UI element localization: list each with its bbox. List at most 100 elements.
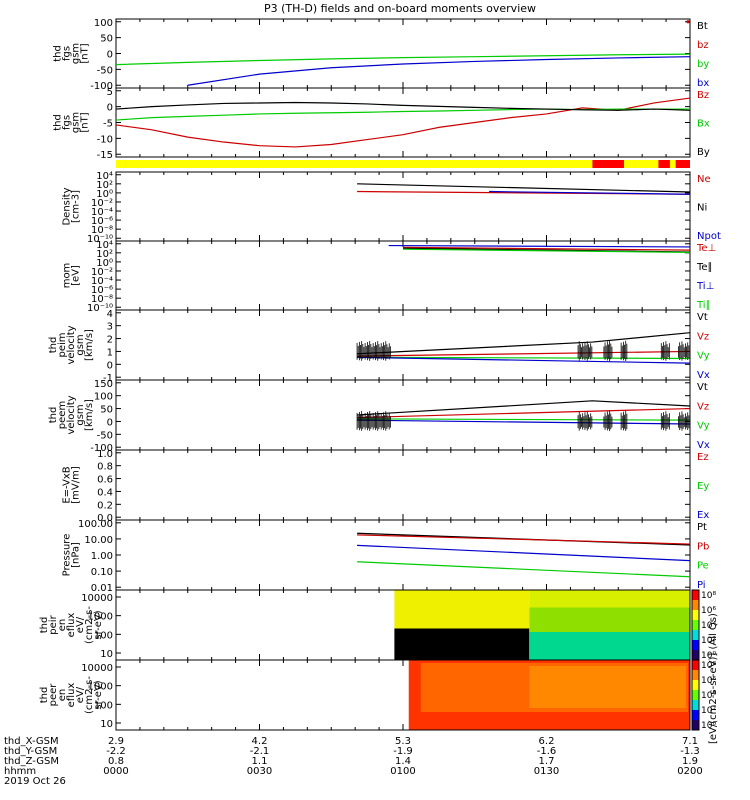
y-axis-label-line: eflux bbox=[66, 683, 77, 708]
colorbar-segment bbox=[692, 660, 699, 671]
series-line-bx bbox=[187, 56, 691, 86]
y-tick-label: 10⁻⁶ bbox=[91, 285, 113, 296]
y-axis-label: E=-VxB[mV/m] bbox=[62, 466, 82, 504]
spectrogram-band bbox=[529, 632, 690, 660]
y-axis-label: thdpeemvelocitygsm[km/s] bbox=[48, 395, 95, 434]
ephemeris-value: 6.2 bbox=[539, 736, 555, 747]
y-tick-label: 4 bbox=[107, 309, 113, 320]
y-tick-label: 10⁻¹⁰ bbox=[87, 303, 113, 314]
y-tick-label: 1 bbox=[107, 347, 113, 358]
ephemeris-value: -1.9 bbox=[393, 746, 413, 757]
y-tick-label: 10² bbox=[96, 180, 113, 191]
y-tick-label: 10⁰ bbox=[96, 189, 113, 200]
y-tick-label: -50 bbox=[97, 430, 113, 441]
legend-Pt: Pt bbox=[697, 522, 707, 533]
y-axis-label-line: sr-eV) bbox=[93, 680, 104, 709]
y-tick-label: 0.8 bbox=[97, 462, 113, 473]
y-tick-label: 50 bbox=[100, 34, 113, 45]
colorbar-tick-label: 10⁸ bbox=[701, 661, 716, 671]
y-axis-label-line: thd bbox=[39, 617, 50, 634]
quality-flag-bad bbox=[592, 160, 624, 168]
colorbar-segment bbox=[692, 630, 699, 641]
y-axis-label-line: eflux bbox=[66, 613, 77, 638]
y-axis-label-line: [km/s] bbox=[84, 399, 95, 431]
colorbar-tick-label: 10² bbox=[701, 706, 716, 716]
y-axis-label-line: gsm bbox=[71, 43, 82, 64]
y-tick-label: 0.0 bbox=[97, 513, 113, 524]
y-tick-label: 10⁻² bbox=[91, 267, 113, 278]
colorbar-segment bbox=[692, 690, 699, 701]
ephemeris-row-label: thd_X-GSM bbox=[4, 736, 59, 747]
y-axis-label: mom[eV] bbox=[62, 263, 82, 289]
y-axis-label-line: [nT] bbox=[80, 43, 91, 63]
y-axis-label: thdpeimvelocitygsm[km/s] bbox=[48, 325, 95, 364]
colorbar-tick-label: 10⁰ bbox=[701, 651, 716, 661]
y-axis-label-line: velocity bbox=[66, 325, 77, 364]
ephemeris-value: 0130 bbox=[534, 766, 559, 777]
colorbar-tick-label: 10⁴ bbox=[701, 691, 716, 701]
series-line-Vx bbox=[357, 356, 691, 364]
series-line-Pb bbox=[357, 534, 691, 545]
legend-Vz: Vz bbox=[697, 331, 709, 342]
series-line-Bx bbox=[115, 108, 690, 121]
colorbar-segment bbox=[692, 640, 699, 651]
y-tick-label: 100 bbox=[94, 700, 113, 711]
y-axis-label: thdpeirenefluxeV/(cm2-s-sr-eV) bbox=[39, 606, 104, 644]
y-tick-label: 10⁻² bbox=[91, 198, 113, 209]
y-axis-label-line: en bbox=[57, 689, 68, 702]
spectrogram-band bbox=[529, 590, 690, 608]
y-tick-label: 100 bbox=[94, 630, 113, 641]
legend-Ni: Ni bbox=[697, 203, 707, 214]
y-axis-label-line: peim bbox=[57, 332, 68, 357]
series-line-Vt bbox=[357, 400, 691, 416]
y-tick-label: 3 bbox=[107, 322, 113, 333]
y-axis-label-line: velocity bbox=[66, 395, 77, 434]
panel-frame bbox=[115, 18, 691, 89]
series-line-Vt bbox=[357, 332, 691, 355]
y-tick-label: -15 bbox=[97, 150, 113, 161]
legend-Vx: Vx bbox=[697, 440, 710, 451]
legend-Vx: Vx bbox=[697, 370, 710, 381]
y-tick-label: 50 bbox=[100, 405, 113, 416]
y-tick-label: -5 bbox=[103, 119, 113, 130]
y-tick-label: -1 bbox=[103, 373, 113, 384]
panel-peim_velocity: 4 3 21 0 -1 thdpeimvelocitygsm[km/s] Vt Vz Vy Vx bbox=[48, 309, 710, 384]
series-line-Npot bbox=[489, 190, 691, 195]
y-axis-label-line: sr-eV) bbox=[93, 610, 104, 639]
y-axis-label: thdfgsgsm[nT] bbox=[53, 112, 91, 133]
y-tick-label: 10 bbox=[100, 719, 113, 730]
colorbar-segment bbox=[692, 680, 699, 691]
y-tick-label: 10⁻⁴ bbox=[91, 276, 113, 287]
y-tick-label: 0 bbox=[107, 50, 113, 61]
panel-fgs_gsm: 100 50 0 -50 -100 thdfgsgsm[nT] Bt bz by bx bbox=[53, 18, 710, 92]
panel-fgs_gsm_zoom: 5 0 -5 -10 -15 thdfgsgsm[nT] Bz Bx By bbox=[53, 87, 710, 161]
panel-efield: 1.0 0.8 0.60.4 0.2 0.0 E=-VxB[mV/m] Ez Ey Ex bbox=[62, 449, 710, 524]
legend-Ez: Ez bbox=[697, 452, 709, 463]
y-axis-label-line: fgs bbox=[62, 115, 73, 130]
legend-Vt: Vt bbox=[697, 312, 708, 323]
panel-peir_spectrogram: 10000 1000 100 10 thdpeirenefluxeV/(cm2-s-sr… bbox=[39, 589, 716, 661]
spectrogram-high-energy bbox=[394, 590, 530, 629]
ephemeris-row-label: thd_Y-GSM bbox=[4, 746, 57, 757]
y-axis-label-line: thd bbox=[53, 114, 64, 131]
colorbar-segment bbox=[692, 610, 699, 621]
colorbar-tick-label: 10⁶ bbox=[701, 606, 716, 616]
y-axis-label-line: eV/ bbox=[75, 686, 86, 703]
y-tick-label: 10 bbox=[100, 649, 113, 660]
figure-title: P3 (TH-D) fields and on-board moments ov… bbox=[264, 2, 536, 15]
y-tick-label: 10² bbox=[96, 249, 113, 260]
legend-bx: bx bbox=[697, 78, 709, 89]
panel-frame bbox=[115, 379, 691, 451]
y-axis-label-line: peer bbox=[48, 683, 59, 707]
y-axis-label-line: [cm-3] bbox=[71, 190, 82, 223]
y-axis-label-line: gsm bbox=[75, 404, 86, 425]
panel-frame bbox=[115, 659, 691, 731]
y-tick-label: 1.00 bbox=[91, 551, 113, 562]
y-axis-label-line: thd bbox=[39, 687, 50, 704]
series-line-Vy bbox=[357, 418, 691, 421]
y-axis-label-line: en bbox=[57, 619, 68, 632]
y-axis-label-line: (cm2-s- bbox=[84, 676, 95, 714]
series-line-Vx bbox=[357, 419, 691, 425]
ephemeris-row-label: thd_Z-GSM bbox=[4, 756, 59, 767]
